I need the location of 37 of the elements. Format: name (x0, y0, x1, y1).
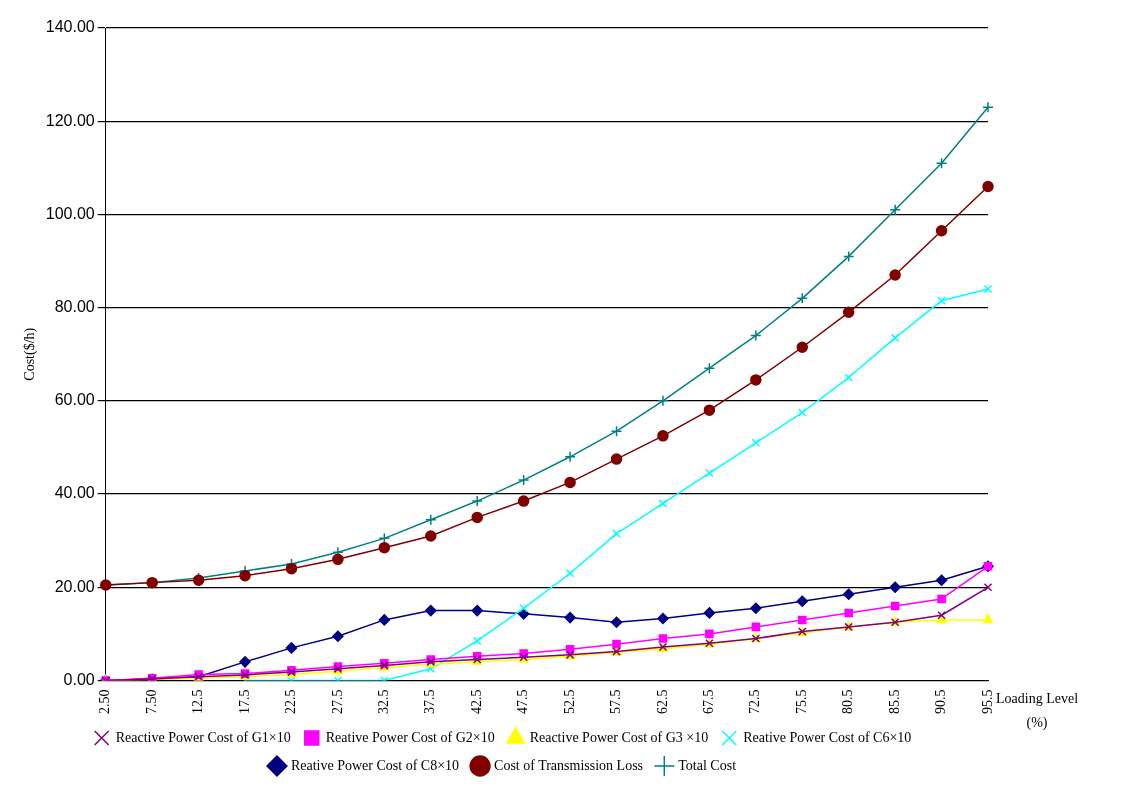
x-tick-label: 75.5 (793, 689, 809, 714)
y-axis-title: Cost($/h) (22, 327, 39, 381)
legend-label: Reative Power Cost of C8×10 (290, 757, 460, 773)
x-tick-label: 67.5 (701, 689, 717, 714)
y-tick-label: 140.00 (45, 18, 95, 36)
x-tick-label: 85.5 (886, 689, 902, 714)
x-axis-title: Loading Level (%) (996, 691, 1079, 732)
x-tick-label: 17.5 (236, 689, 252, 714)
x-tick-label: 32.5 (376, 689, 392, 714)
y-tick-label: 100.00 (45, 204, 95, 222)
x-tick-label: 27.5 (329, 689, 345, 714)
x-tick-label: 72.5 (747, 689, 763, 714)
y-tick-label: 60.00 (54, 391, 95, 409)
x-tick-label: 52.5 (561, 689, 577, 714)
y-tick-label: 120.00 (45, 111, 95, 129)
legend-label: Reative Power Cost of C6×10 (743, 729, 912, 745)
y-tick-label: 80.00 (54, 298, 95, 316)
x-tick-label: 62.5 (654, 689, 670, 714)
legend-label: Reative Power Cost of G2×10 (325, 729, 495, 745)
x-tick-label: 57.5 (608, 689, 624, 714)
x-tick-label: 2.50 (97, 689, 113, 714)
x-tick-label: 12.5 (190, 689, 206, 714)
x-tick-label: 22.5 (283, 689, 299, 714)
legend-label: Reactive Power Cost of G3 ×10 (529, 729, 709, 745)
legend-label: Reactive Power Cost of G1×10 (115, 729, 291, 745)
legend-label: Cost of Transmission Loss (494, 757, 644, 773)
y-tick-label: 20.00 (54, 577, 95, 595)
x-tick-label: 95.5 (979, 689, 995, 714)
x-tick-label: 7.50 (143, 689, 159, 714)
x-tick-label: 37.5 (422, 689, 438, 714)
y-tick-label: 40.00 (54, 484, 95, 502)
y-tick-label: 0.00 (63, 670, 95, 688)
x-tick-label: 42.5 (468, 689, 484, 714)
x-tick-label: 80.5 (840, 689, 856, 714)
legend-label: Total Cost (678, 757, 737, 773)
x-tick-label: 90.5 (933, 689, 949, 714)
x-tick-label: 47.5 (515, 689, 531, 714)
